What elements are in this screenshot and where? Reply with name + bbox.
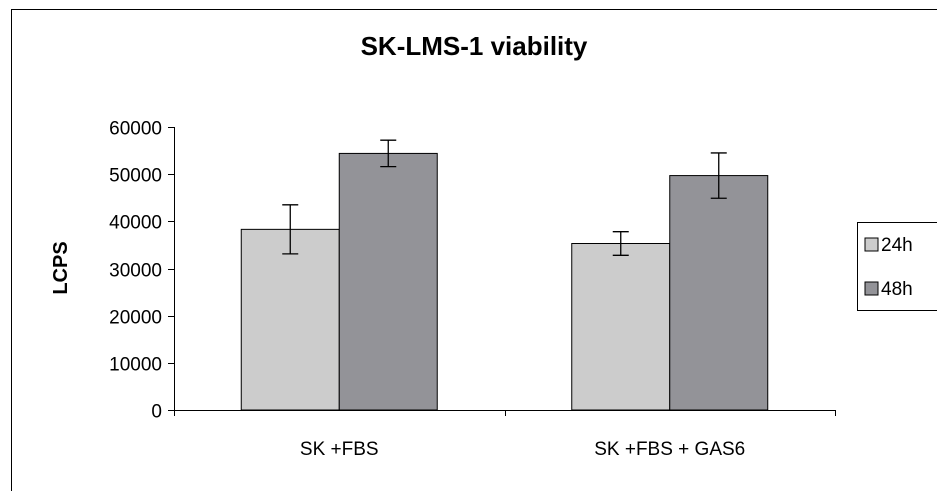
chart-frame (12, 10, 937, 492)
legend-label: 48h (881, 279, 913, 300)
legend-swatch-48h (865, 282, 878, 295)
x-category-label: SK +FBS + GAS6 (594, 439, 745, 460)
y-tick-label: 30000 (109, 261, 162, 282)
y-tick-label: 60000 (109, 119, 162, 140)
y-tick-label: 50000 (109, 166, 162, 187)
y-tick-label: 10000 (109, 355, 162, 376)
bar-48h (670, 176, 768, 410)
y-tick-label: 40000 (109, 213, 162, 234)
y-tick-label: 0 (151, 402, 162, 423)
legend-label: 24h (881, 235, 913, 256)
bar-48h (339, 153, 437, 410)
chart-title: SK-LMS-1 viability (361, 31, 588, 61)
y-axis-label: LCPS (50, 241, 72, 294)
x-category-label: SK +FBS (300, 439, 379, 460)
bar-24h (572, 244, 670, 410)
legend: 24h 48h (858, 223, 937, 311)
legend-swatch-24h (865, 238, 878, 251)
y-tick-label: 20000 (109, 308, 162, 329)
bar-24h (241, 229, 339, 410)
